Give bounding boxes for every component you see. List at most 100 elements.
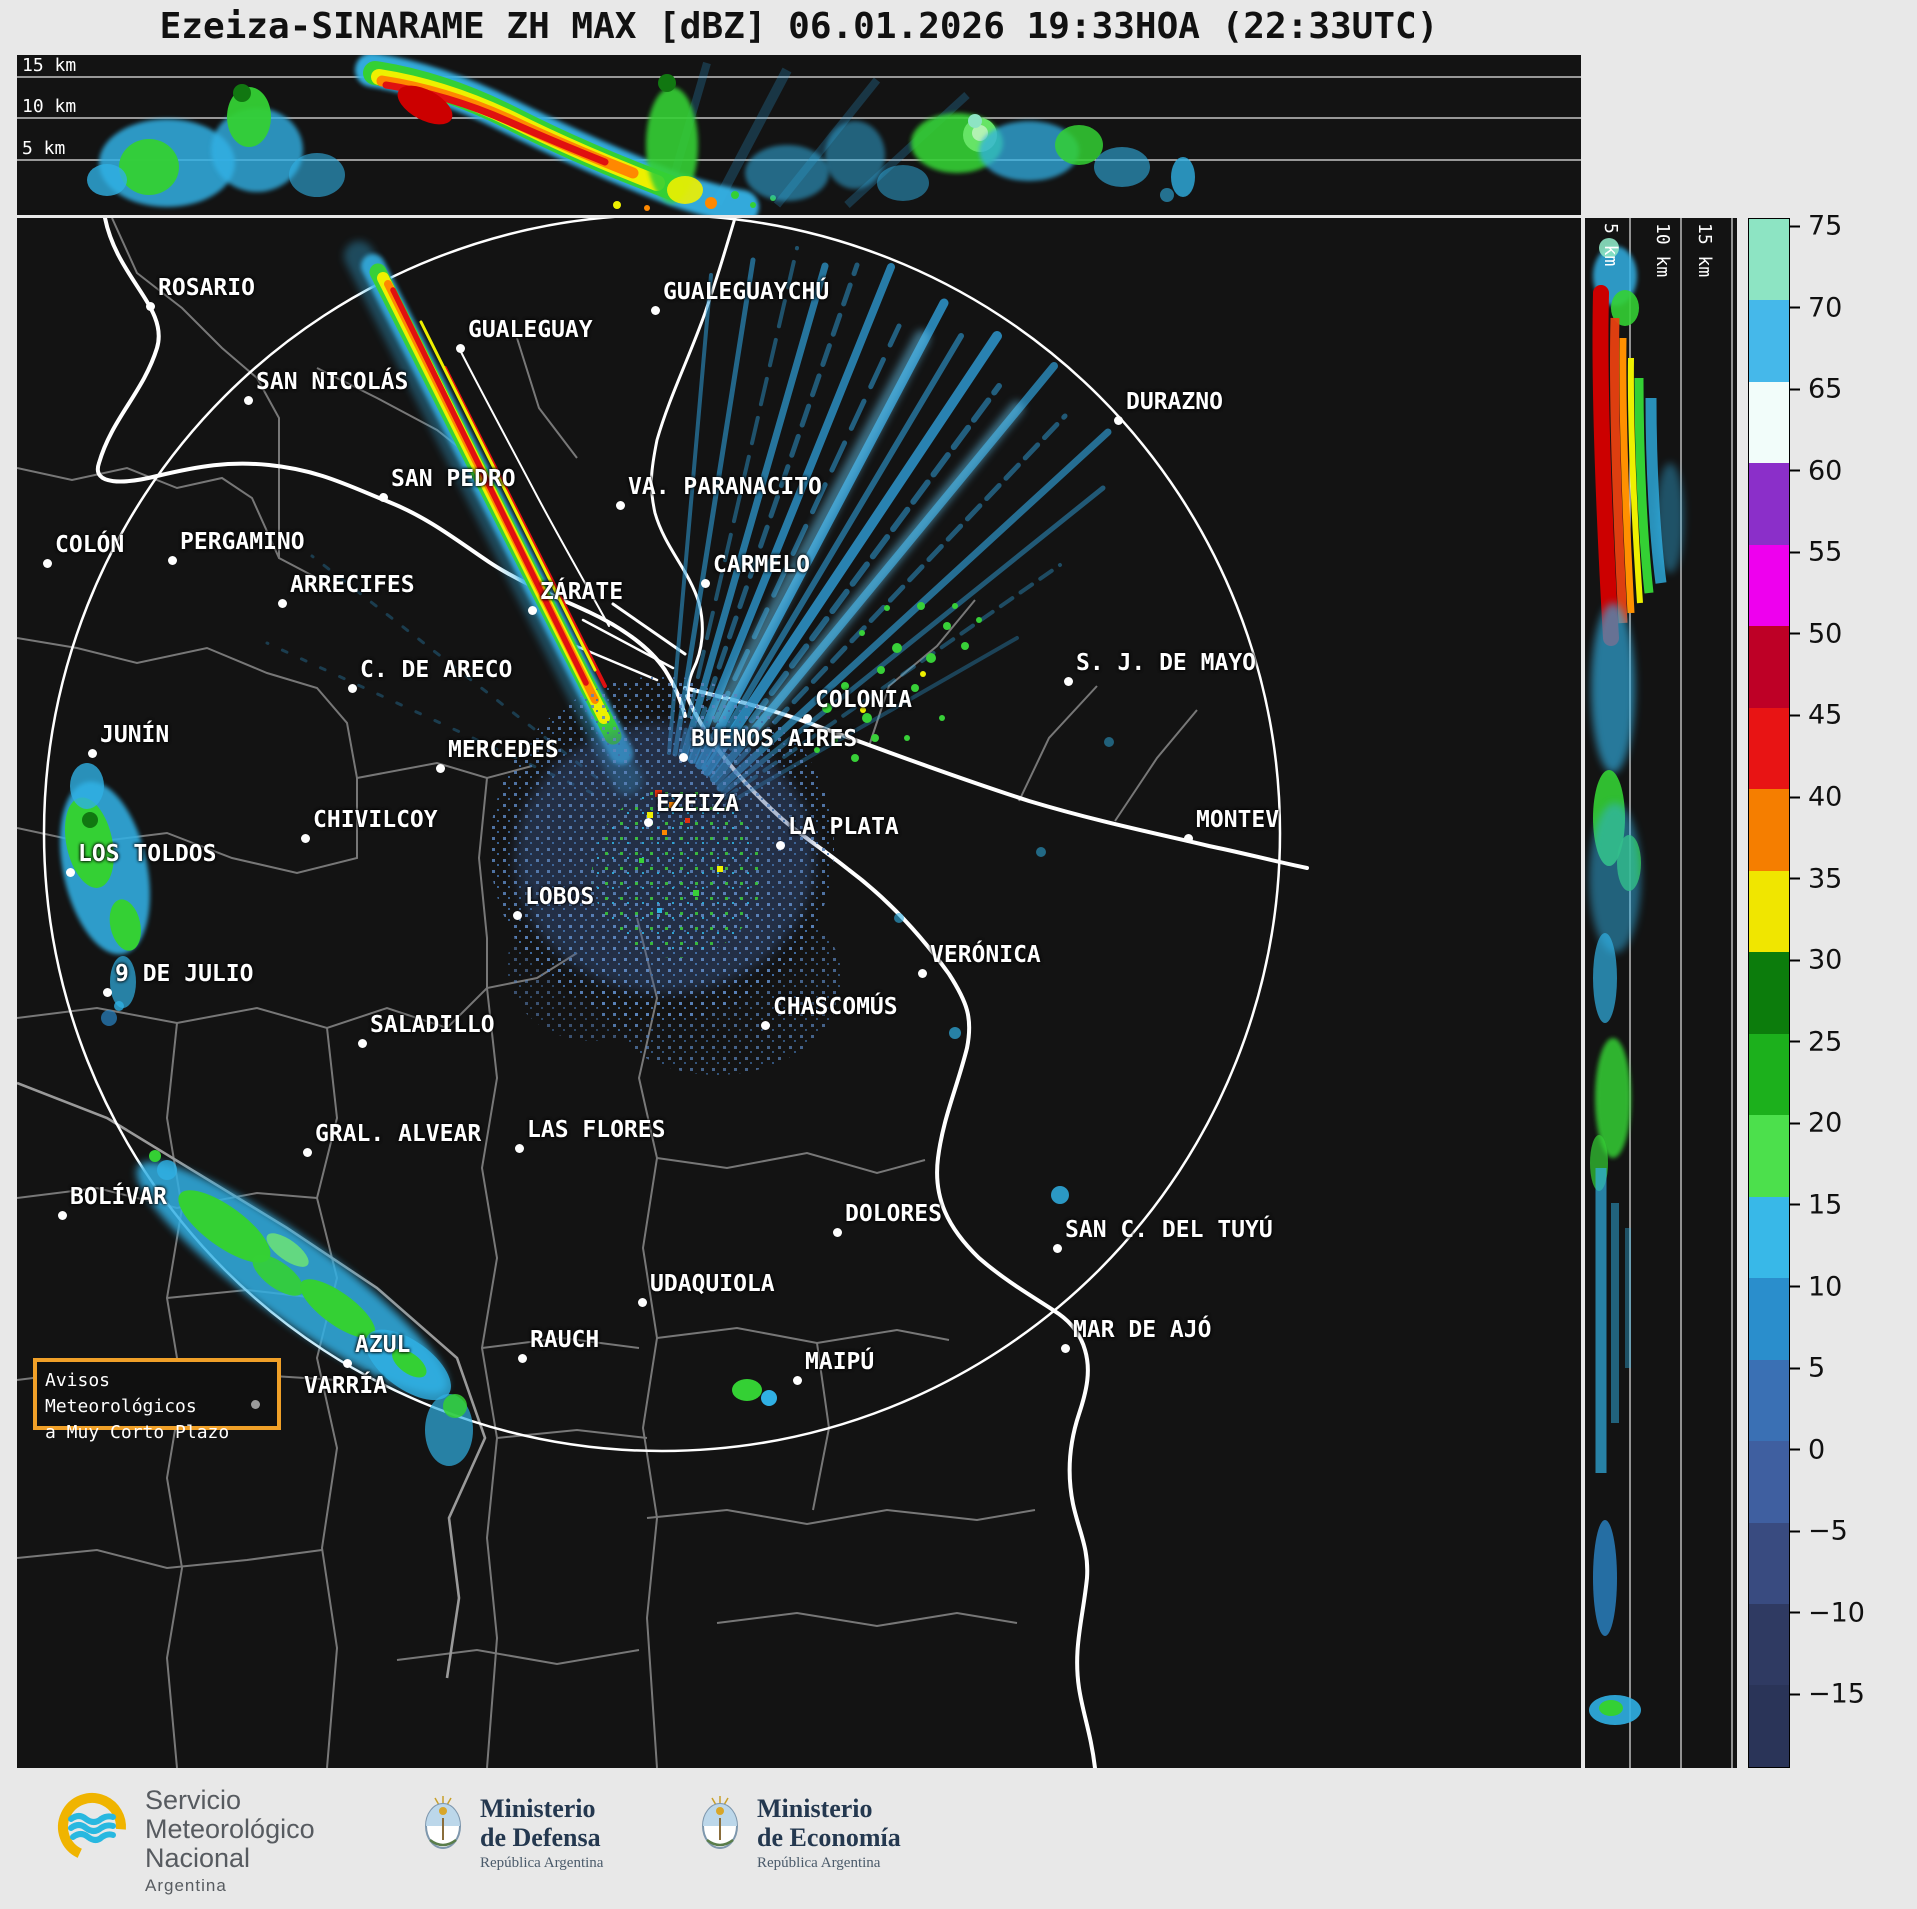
colorbar-segment: [1749, 1522, 1789, 1604]
economia-logo-group: [697, 1794, 743, 1856]
city-label: MONTEV: [1196, 807, 1280, 833]
colorbar-segment: [1749, 300, 1789, 382]
city-dot: [513, 911, 522, 920]
colorbar-tick-label: 50: [1790, 618, 1842, 649]
city-dot: [701, 579, 710, 588]
defensa-line2: de Defensa: [480, 1823, 601, 1853]
page-title: Ezeiza-SINARAME ZH MAX [dBZ] 06.01.2026 …: [159, 6, 1439, 47]
colorbar-tick-label: 15: [1790, 1189, 1842, 1220]
city-dot: [88, 749, 97, 758]
city-label: VARRÍA: [304, 1373, 388, 1399]
city-label: AZUL: [355, 1332, 411, 1358]
colorbar-tick-label: −5: [1790, 1516, 1848, 1547]
colorbar-tick-label: 10: [1790, 1271, 1842, 1302]
city-label: ZÁRATE: [540, 579, 624, 605]
city-label: SALADILLO: [370, 1012, 495, 1038]
smn-name-line3: Nacional: [145, 1842, 251, 1873]
city-label: LOS TOLDOS: [78, 841, 217, 867]
profile-echoes-layer: [87, 55, 1195, 215]
city-dot: [146, 302, 155, 311]
city-label: SAN C. DEL TUYÚ: [1065, 1217, 1273, 1243]
city-label: C. DE ARECO: [360, 657, 513, 683]
city-label: SAN PEDRO: [391, 466, 516, 492]
city-label: VERÓNICA: [930, 942, 1041, 968]
city-label: CHIVILCOY: [313, 807, 438, 833]
economia-line1: Ministerio: [757, 1794, 873, 1823]
economia-sub: República Argentina: [757, 1855, 881, 1872]
city-dot: [58, 1211, 67, 1220]
city-label: GUALEGUAY: [468, 317, 593, 343]
side-cross-section-panel: 5 km 10 km 15 km: [1585, 218, 1737, 1768]
city-label: MAR DE AJÓ: [1073, 1317, 1212, 1343]
city-dot: [251, 1400, 260, 1409]
warning-text-line2: a Muy Corto Plazo: [45, 1422, 230, 1444]
city-label: UDAQUIOLA: [650, 1271, 775, 1297]
city-label: S. J. DE MAYO: [1076, 650, 1257, 676]
city-label: LA PLATA: [788, 814, 899, 840]
defensa-line1: Ministerio: [480, 1794, 596, 1823]
city-dot: [348, 684, 357, 693]
city-dot: [1053, 1244, 1062, 1253]
city-dot: [644, 818, 653, 827]
city-label: JUNÍN: [100, 722, 170, 748]
top-cross-section-panel: 15 km 10 km 5 km: [17, 55, 1581, 215]
city-dot: [358, 1039, 367, 1048]
defensa-logo-group: [420, 1794, 466, 1856]
colorbar-segment: [1749, 1115, 1789, 1197]
city-dot: [1061, 1344, 1070, 1353]
city-label: LOBOS: [525, 884, 595, 910]
city-label: COLONIA: [815, 687, 912, 713]
defensa-coat-of-arms-icon: [425, 1796, 461, 1849]
city-label: LAS FLORES: [527, 1117, 666, 1143]
colorbar-tick-label: 30: [1790, 945, 1842, 976]
city-dot: [528, 606, 537, 615]
colorbar-tick-label: 70: [1790, 292, 1842, 323]
colorbar-segment: [1749, 626, 1789, 708]
city-label: BUENOS AIRES: [691, 726, 858, 752]
warning-text-line1: Avisos Meteorológicos: [45, 1370, 197, 1418]
city-dot: [168, 556, 177, 565]
colorbar-segment: [1749, 463, 1789, 545]
radar-echoes-layer: [60, 241, 1114, 1466]
colorbar-segment: [1749, 707, 1789, 790]
colorbar-ticks: 75 70 65 60 55 50 45 40 35 30 25 20 15 10 5 0 −5 −10 −15: [1790, 211, 1912, 1768]
colorbar-segment: [1749, 1278, 1789, 1360]
colorbar-segment: [1749, 1033, 1789, 1116]
city-dot: [456, 344, 465, 353]
colorbar-tick-label: 35: [1790, 863, 1842, 894]
city-dot: [379, 493, 388, 502]
city-dot: [918, 969, 927, 978]
city-label: CHASCOMÚS: [773, 994, 898, 1020]
colorbar-tick-label: −15: [1790, 1679, 1865, 1710]
city-dot: [278, 599, 287, 608]
city-dot: [776, 841, 785, 850]
city-dot: [793, 1376, 802, 1385]
city-label: DURAZNO: [1126, 389, 1223, 415]
city-label: GUALEGUAYCHÚ: [663, 279, 830, 305]
altitude-label-10km: 10 km: [22, 96, 77, 117]
warning-box[interactable]: Avisos Meteorológicos a Muy Corto Plazo: [33, 1358, 281, 1443]
defensa-text-group: Ministerio de Defensa República Argentin…: [480, 1794, 603, 1872]
city-dot: [301, 834, 310, 843]
footer: Servicio Meteorológico Nacional Argentin…: [0, 1768, 1917, 1909]
city-dot: [343, 1359, 352, 1368]
colorbar-segment: [1749, 1359, 1789, 1442]
economia-coat-of-arms-icon: [702, 1796, 738, 1849]
economia-line2: de Economía: [757, 1823, 901, 1853]
altitude-label-5km: 5 km: [1600, 223, 1621, 267]
colorbar-tick-label: 60: [1790, 455, 1842, 486]
smn-name-line2: Meteorológico: [145, 1813, 315, 1844]
colorbar-tick-label: 0: [1790, 1434, 1825, 1465]
altitude-label-15km: 15 km: [1694, 223, 1715, 278]
city-dot: [761, 1021, 770, 1030]
altitude-gridlines: [1629, 218, 1733, 1768]
city-dot: [1064, 677, 1073, 686]
city-dot: [244, 396, 253, 405]
city-dot: [638, 1298, 647, 1307]
colorbar-tick-label: 25: [1790, 1026, 1842, 1057]
city-label: BOLÍVAR: [70, 1184, 167, 1210]
city-label: CARMELO: [713, 552, 810, 578]
colorbar-segment: [1749, 1441, 1789, 1523]
provincial-border-highlight: [17, 1081, 487, 1679]
city-dot: [518, 1354, 527, 1363]
